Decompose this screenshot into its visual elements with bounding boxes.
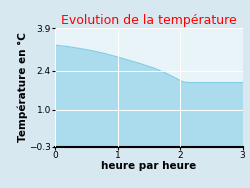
Y-axis label: Température en °C: Température en °C <box>17 33 28 142</box>
X-axis label: heure par heure: heure par heure <box>101 161 196 171</box>
Title: Evolution de la température: Evolution de la température <box>61 14 236 27</box>
